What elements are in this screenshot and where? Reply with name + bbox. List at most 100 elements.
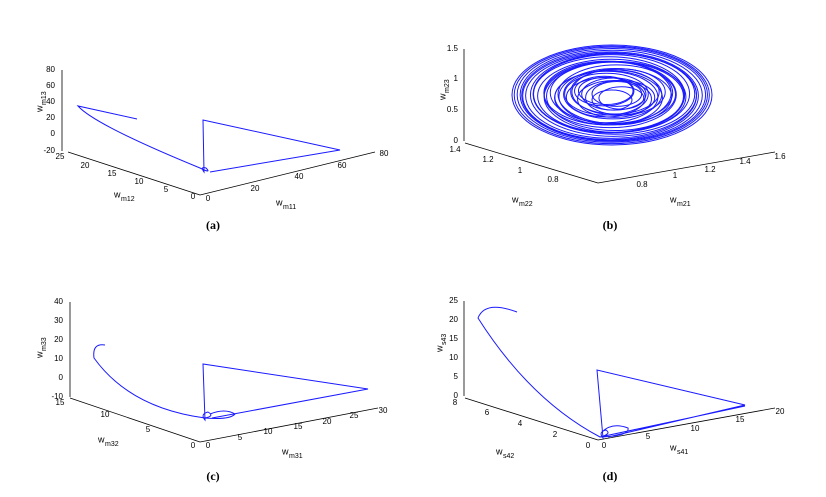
trajectory	[76, 105, 341, 174]
axis-label: w	[34, 351, 44, 359]
axis-label-sub: m21	[677, 201, 691, 208]
tick-label: 15	[108, 169, 117, 178]
tick-label: 20	[449, 315, 458, 324]
tick-label: 10	[449, 353, 458, 362]
orbit	[516, 46, 708, 143]
tick-label: 4	[518, 419, 523, 428]
tick-label: 0	[454, 391, 459, 400]
tick-label: 1	[518, 166, 523, 175]
axis-line	[69, 397, 201, 443]
tick-label: 15	[56, 398, 65, 407]
tick-label: 1.2	[482, 155, 494, 164]
tick-label: 5	[238, 433, 243, 442]
tick-label: 0.8	[636, 180, 648, 189]
axis-label-sub: m22	[519, 201, 533, 208]
orbit	[525, 52, 698, 139]
axis-label-sub: s42	[503, 453, 514, 460]
axis-label: w	[669, 194, 677, 204]
axis-line	[199, 151, 376, 196]
tick-label: 5	[164, 185, 169, 194]
tick-label: 40	[54, 297, 63, 306]
trajectory	[477, 306, 746, 440]
axis-label: w	[34, 105, 44, 113]
axis-label: w	[113, 189, 121, 199]
tick-label: 10	[54, 354, 63, 363]
trajectory-cluster	[511, 44, 713, 146]
tick-label: 20	[251, 184, 260, 193]
orbit	[522, 51, 699, 141]
axis-line	[464, 142, 599, 184]
axis-label-sub: s43	[441, 334, 448, 345]
tick-label: 5	[146, 425, 151, 434]
tick-label: 20	[54, 335, 63, 344]
orbit	[565, 77, 646, 118]
tick-label: 0	[191, 192, 196, 201]
tick-label: 10	[101, 410, 110, 419]
orbit	[574, 75, 635, 107]
tick-label: 1.4	[739, 157, 751, 166]
tick-label: 6	[485, 408, 490, 417]
tick-label: 15	[294, 422, 303, 431]
tick-label: 1	[673, 171, 678, 180]
panel-label: (c)	[206, 469, 219, 483]
tick-label: 30	[54, 316, 63, 325]
tick-label: 25	[56, 152, 65, 161]
orbit	[511, 44, 713, 146]
panel-label: (d)	[603, 469, 618, 483]
tick-label: 0	[586, 441, 591, 450]
orbit	[577, 79, 652, 118]
tick-label: 20	[81, 161, 90, 170]
tick-label: 2	[553, 430, 558, 439]
tick-label: 1.2	[704, 165, 716, 174]
tick-label: 8	[453, 398, 458, 407]
tick-label: 30	[379, 406, 388, 415]
axis-line	[597, 407, 776, 441]
tick-label: 0.5	[447, 105, 459, 114]
tick-label: 60	[46, 81, 55, 90]
orbit	[521, 49, 703, 141]
axis-label-sub: m11	[283, 204, 296, 211]
axis-label: w	[97, 434, 105, 444]
tick-label: 20	[323, 417, 332, 426]
tick-label: 1.6	[774, 152, 786, 161]
tick-label: 20	[776, 407, 785, 416]
panel-label: (a)	[206, 218, 220, 232]
axis-label-sub: m31	[289, 453, 303, 460]
tick-label: 80	[380, 149, 389, 158]
tick-label: 60	[338, 161, 347, 170]
tick-label: 80	[46, 65, 55, 74]
orbit	[571, 68, 666, 116]
tick-label: 10	[691, 424, 700, 433]
tick-label: 15	[736, 415, 745, 424]
tick-label: 0	[206, 194, 211, 203]
tick-label: 5	[646, 432, 651, 441]
orbit	[546, 61, 684, 132]
tick-label: 1.5	[447, 44, 459, 53]
axis-label-sub: m32	[105, 441, 119, 448]
axis-label: w	[275, 197, 283, 207]
tick-label: 0.8	[547, 175, 559, 184]
tick-label: 10	[264, 427, 273, 436]
axis-label: w	[495, 446, 503, 456]
axis-label-sub: m23	[444, 79, 451, 93]
orbit	[519, 48, 707, 142]
trajectory	[93, 344, 369, 422]
axis-label-sub: s41	[677, 449, 688, 456]
axis-line	[464, 397, 599, 441]
axis-label: w	[669, 442, 677, 452]
tick-label: 0	[59, 373, 64, 382]
axis-label: w	[281, 446, 289, 456]
tick-label: 0	[191, 441, 196, 450]
axis-label: w	[434, 345, 444, 353]
tick-label: 1.4	[449, 145, 461, 154]
tick-label: 25	[449, 296, 458, 305]
tick-label: 0	[602, 441, 607, 450]
axis-label-sub: m12	[121, 196, 135, 203]
tick-label: -20	[43, 146, 55, 155]
tick-label: 0	[454, 136, 459, 145]
tick-label: 40	[295, 172, 304, 181]
orbit	[598, 86, 645, 110]
axis-label: w	[437, 93, 447, 101]
